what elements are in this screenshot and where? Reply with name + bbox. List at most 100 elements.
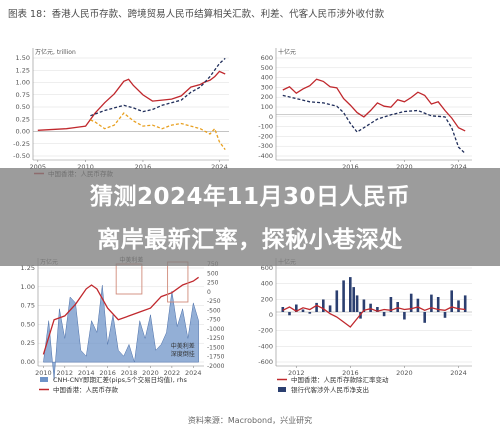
y-tick-label: 0.00	[16, 128, 30, 136]
bar-net	[389, 297, 393, 312]
y2-tick-label: -1500	[207, 344, 225, 351]
bar-net	[315, 302, 318, 312]
y2-tick-label: 500	[207, 270, 219, 277]
unit-label: 万亿元, trillion	[35, 48, 76, 56]
y-tick-label: 300	[261, 83, 273, 91]
y-tick-label: 0.25	[21, 339, 35, 347]
bar-net	[416, 298, 420, 312]
y-tick-label: -0.50	[13, 152, 30, 160]
y2-tick-label: -250	[207, 298, 221, 305]
y-tick-label: 100	[261, 103, 273, 111]
y-tick-label: 1.00	[21, 283, 35, 291]
legend-swatch	[40, 377, 48, 382]
y-tick-label: -0.25	[13, 140, 30, 148]
y-tick-label: 1.00	[16, 79, 30, 87]
y2-tick-label: -500	[207, 307, 221, 314]
x-tick-label: 2020	[142, 369, 159, 377]
x-tick-label: 2005	[30, 163, 47, 171]
x-tick-label: 2016	[342, 163, 359, 171]
bar-net	[382, 312, 386, 317]
y-tick-label: 400	[261, 280, 273, 288]
y-tick-label: -200	[258, 327, 273, 335]
bar-net	[349, 277, 352, 312]
y-tick-label: 200	[261, 295, 273, 303]
bar-net	[463, 295, 467, 312]
x-tick-label: 2020	[396, 163, 413, 171]
y-tick-label: 400	[261, 74, 273, 82]
y-tick-label: 0.00	[21, 358, 35, 366]
x-tick-label: 2020	[396, 369, 413, 377]
highlight-box	[115, 263, 143, 295]
y2-tick-label: -2000	[207, 363, 225, 370]
bar-net	[423, 312, 426, 323]
y2-tick-label: 0	[207, 289, 211, 296]
series-area-spread	[42, 285, 199, 380]
y-tick-label: 0.50	[21, 320, 35, 328]
bar-net	[281, 307, 285, 312]
y-tick-label: 600	[261, 264, 273, 272]
y-tick-label: -300	[258, 142, 273, 150]
legend-label: 银行代客涉外人民币净支出	[291, 385, 369, 394]
x-tick-label: 2014	[78, 369, 95, 377]
x-tick-label: 2012	[288, 369, 305, 377]
y2-tick-label: -1000	[207, 326, 225, 333]
series-line-navy	[282, 94, 466, 154]
legend-label: 中国香港：人民币存款	[53, 385, 119, 394]
y-tick-label: 1.25	[21, 264, 35, 272]
y-tick-label: -400	[258, 152, 273, 160]
headline-overlay: 猜测2024年11月30日人民币 离岸最新汇率，探秘小巷深处	[0, 168, 500, 266]
annotation-label: 深度倒挂	[171, 350, 195, 358]
bar-net	[355, 295, 359, 312]
series-line-red	[282, 78, 466, 132]
series-line-deposit_ex_fx	[282, 304, 466, 328]
bar-net	[362, 299, 366, 312]
bar-net	[443, 312, 447, 318]
y-tick-label: 600	[261, 54, 273, 62]
x-tick-label: 2016	[342, 369, 359, 377]
y-tick-label: -600	[258, 358, 273, 366]
y-tick-label: -200	[258, 132, 273, 140]
bar-net	[352, 287, 355, 312]
x-tick-label: 2024	[185, 369, 202, 377]
bar-net	[369, 303, 372, 312]
annotation-label: 中美利差	[171, 342, 195, 350]
y-tick-label: 0.50	[16, 103, 30, 111]
x-tick-label: 2024	[211, 163, 228, 171]
bar-net	[376, 307, 379, 312]
y-tick-label: -100	[258, 123, 273, 131]
x-tick-label: 2024	[450, 369, 467, 377]
bar-net	[301, 309, 305, 312]
bar-net	[322, 299, 325, 312]
legend-label: CNH-CNY即期汇差(pips,5个交易日均值), rhs	[53, 375, 188, 384]
bar-net	[409, 293, 413, 312]
bar-net	[450, 290, 453, 312]
bar-net	[457, 300, 460, 312]
x-tick-label: 2016	[135, 163, 152, 171]
bar-net	[328, 305, 332, 312]
unit-label: 十亿元	[278, 48, 296, 56]
bar-net	[288, 312, 291, 316]
y-tick-label: 200	[261, 93, 273, 101]
series-line-red	[37, 70, 226, 131]
y-tick-label: 0.25	[16, 115, 30, 123]
bar-net	[295, 304, 298, 312]
series-line-navy	[90, 57, 226, 117]
y-tick-label: 0.75	[16, 91, 30, 99]
x-tick-label: 2016	[99, 369, 116, 377]
chart-panel-4	[275, 258, 472, 392]
bar-net	[403, 312, 406, 320]
y-tick-label: -400	[258, 342, 273, 350]
y2-tick-label: -1250	[207, 335, 225, 342]
bar-net	[396, 302, 399, 312]
x-tick-label: 2010	[77, 163, 94, 171]
y-tick-label: 1.50	[16, 54, 30, 62]
headline-line-2: 离岸最新汇率，探秘小巷深处	[97, 227, 403, 253]
legend-label: 中国香港：人民币存款除汇率变动	[291, 375, 389, 384]
bar-net	[308, 312, 312, 314]
y-tick-label: 0.75	[21, 302, 35, 310]
x-tick-label: 2024	[450, 163, 467, 171]
bar-net	[342, 280, 345, 312]
x-tick-label: 2018	[121, 369, 138, 377]
legend-swatch	[278, 387, 286, 392]
x-tick-label: 2010	[35, 369, 52, 377]
